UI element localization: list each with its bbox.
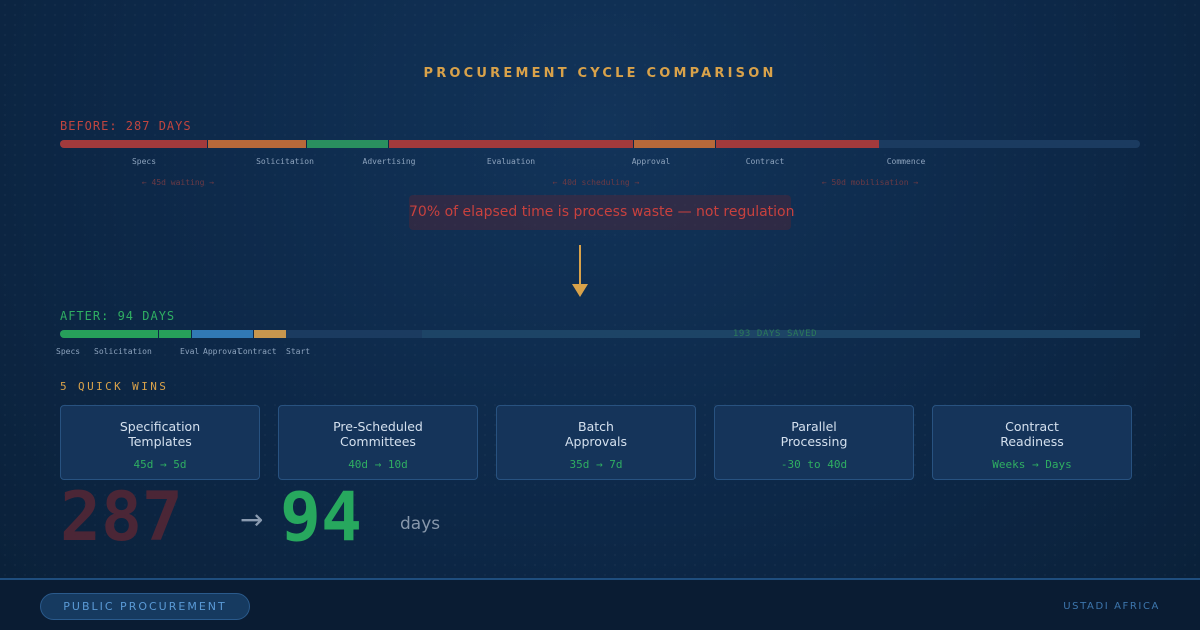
before-timeline-bar: [60, 140, 1140, 148]
quick-win-title: Batch Approvals: [565, 419, 627, 449]
waste-note-waiting: ← 45d waiting →: [141, 178, 215, 187]
before-stage-commence: Commence: [886, 157, 926, 166]
down-arrow-head-icon: [572, 284, 588, 297]
before-stage-solicitation: Solicitation: [256, 157, 314, 166]
after-timeline-segment: [253, 330, 286, 338]
after-stage-solicitation: Solicitation: [94, 347, 152, 356]
quick-win-card: Specification Templates 45d → 5d: [60, 405, 260, 480]
waste-callout: 70% of elapsed time is process waste — n…: [409, 195, 795, 230]
after-stage-eval: Eval: [180, 347, 200, 356]
waste-note-scheduling: ← 40d scheduling →: [552, 178, 640, 187]
quick-win-title: Specification Templates: [119, 419, 201, 449]
after-stage-contract: Contract: [238, 347, 277, 356]
before-stage-contract: Contract: [745, 157, 785, 166]
after-timeline-segment: [60, 330, 159, 338]
right-arrow-icon: →: [240, 503, 264, 536]
after-timeline-segment: [191, 330, 254, 338]
before-timeline-segment: [715, 140, 879, 148]
summary-unit: days: [400, 514, 441, 534]
after-stage-specs: Specs: [56, 347, 81, 356]
after-stage-approval: Approval: [203, 347, 242, 356]
quick-win-title: Parallel Processing: [780, 419, 848, 449]
category-tag: PUBLIC PROCUREMENT: [40, 593, 250, 620]
quick-win-value: 35d → 7d: [569, 458, 623, 471]
quick-wins-cards: Specification Templates 45d → 5d Pre-Sch…: [60, 405, 1132, 480]
quick-win-title: Pre-Scheduled Committees: [333, 419, 423, 449]
before-timeline-segment: [207, 140, 306, 148]
before-timeline-segment: [387, 140, 634, 148]
before-timeline-segment: [305, 140, 388, 148]
summary-after-days: 94: [280, 478, 362, 557]
before-stage-evaluation: Evaluation: [486, 157, 536, 166]
before-timeline-segment: [60, 140, 208, 148]
quick-win-value: -30 to 40d: [780, 458, 848, 471]
footer: PUBLIC PROCUREMENT USTADI AFRICA: [0, 578, 1200, 630]
quick-win-value: Weeks → Days: [992, 458, 1072, 471]
after-label: AFTER: 94 DAYS: [60, 309, 176, 323]
brand-name: USTADI AFRICA: [1063, 601, 1160, 612]
waste-note-mobilisation: ← 50d mobilisation →: [821, 178, 919, 187]
page-title: PROCUREMENT CYCLE COMPARISON: [423, 66, 777, 81]
quick-win-card: Parallel Processing -30 to 40d: [714, 405, 914, 480]
summary-before-days: 287: [60, 478, 183, 557]
before-stage-approval: Approval: [631, 157, 671, 166]
quick-win-card: Batch Approvals 35d → 7d: [496, 405, 696, 480]
quick-wins-label: 5 QUICK WINS: [60, 380, 169, 393]
quick-win-value: 45d → 5d: [133, 458, 187, 471]
after-stage-start: Start: [286, 347, 311, 356]
down-arrow-icon: [579, 245, 581, 285]
before-label: BEFORE: 287 DAYS: [60, 119, 192, 133]
before-stage-specs: Specs: [131, 157, 157, 166]
quick-win-value: 40d → 10d: [348, 458, 408, 471]
saved-zone: [422, 330, 1140, 338]
quick-win-title: Contract Readiness: [1000, 419, 1064, 449]
days-saved-label: 193 DAYS SAVED: [732, 329, 818, 339]
after-timeline-segment: [158, 330, 191, 338]
before-timeline-segment: [633, 140, 716, 148]
before-stage-advertising: Advertising: [362, 157, 416, 166]
quick-win-card: Pre-Scheduled Committees 40d → 10d: [278, 405, 478, 480]
quick-win-card: Contract Readiness Weeks → Days: [932, 405, 1132, 480]
